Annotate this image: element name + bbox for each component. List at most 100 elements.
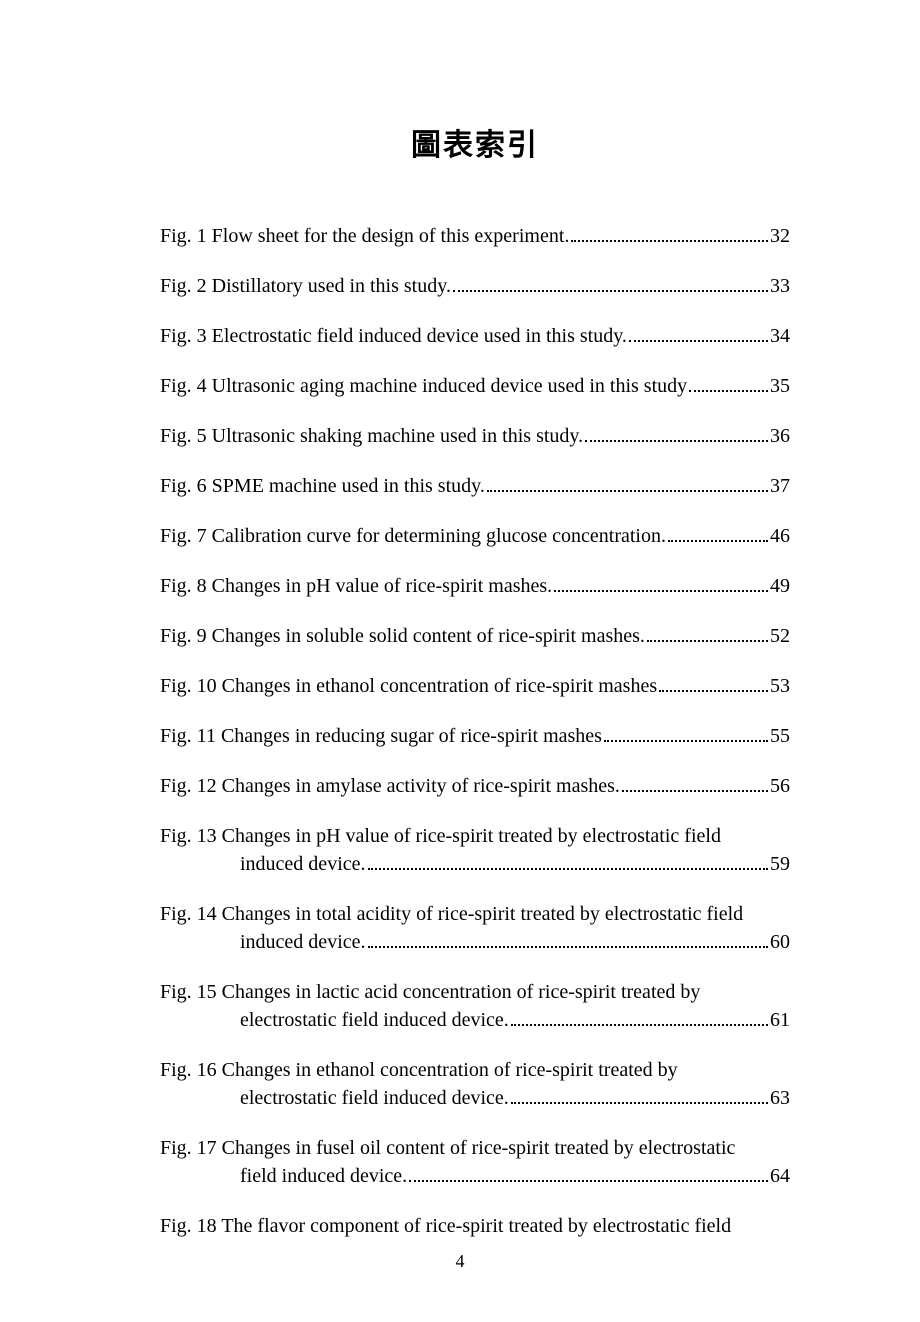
toc-page: 37 xyxy=(770,472,790,500)
toc-text: Fig. 2 Distillatory used in this study. xyxy=(160,272,451,300)
toc-line: Fig. 9 Changes in soluble solid content … xyxy=(160,622,790,650)
toc-line: Fig. 16 Changes in ethanol concentration… xyxy=(160,1056,790,1084)
toc-text: Fig. 11 Changes in reducing sugar of ric… xyxy=(160,722,602,750)
toc-text: Fig. 3 Electrostatic field induced devic… xyxy=(160,322,627,350)
toc-line: induced device. 59 xyxy=(160,850,790,878)
page: 圖表索引 Fig. 1 Flow sheet for the design of… xyxy=(0,0,920,1322)
toc-page: 56 xyxy=(770,772,790,800)
dot-leader xyxy=(629,324,768,342)
toc-text: Fig. 18 The flavor component of rice-spi… xyxy=(160,1212,731,1240)
toc-page: 53 xyxy=(770,672,790,700)
toc-text: Fig. 9 Changes in soluble solid content … xyxy=(160,622,645,650)
dot-leader xyxy=(511,1008,768,1026)
toc-line: Fig. 6 SPME machine used in this study. 3… xyxy=(160,472,790,500)
toc-entry: Fig. 16 Changes in ethanol concentration… xyxy=(160,1056,790,1112)
dot-leader xyxy=(368,930,769,948)
toc-text: electrostatic field induced device. xyxy=(240,1006,509,1034)
toc-entry: Fig. 5 Ultrasonic shaking machine used i… xyxy=(160,422,790,450)
toc-text: Fig. 17 Changes in fusel oil content of … xyxy=(160,1134,735,1162)
toc-entry: Fig. 2 Distillatory used in this study. 3… xyxy=(160,272,790,300)
toc-page: 55 xyxy=(770,722,790,750)
toc-text: Fig. 12 Changes in amylase activity of r… xyxy=(160,772,620,800)
toc-page: 36 xyxy=(770,422,790,450)
toc-entry: Fig. 3 Electrostatic field induced devic… xyxy=(160,322,790,350)
dot-leader xyxy=(659,674,768,692)
toc-page: 32 xyxy=(770,222,790,250)
toc-page: 64 xyxy=(770,1162,790,1190)
toc-line: Fig. 12 Changes in amylase activity of r… xyxy=(160,772,790,800)
toc-page: 33 xyxy=(770,272,790,300)
toc-text: Fig. 1 Flow sheet for the design of this… xyxy=(160,222,569,250)
dot-leader xyxy=(511,1086,768,1104)
dot-leader xyxy=(668,524,768,542)
toc-entry: Fig. 12 Changes in amylase activity of r… xyxy=(160,772,790,800)
toc-line: electrostatic field induced device. 61 xyxy=(160,1006,790,1034)
toc-entry: Fig. 1 Flow sheet for the design of this… xyxy=(160,222,790,250)
toc-text: induced device. xyxy=(240,928,366,956)
toc-entry: Fig. 17 Changes in fusel oil content of … xyxy=(160,1134,790,1190)
toc-line: induced device. 60 xyxy=(160,928,790,956)
toc-text: Fig. 13 Changes in pH value of rice-spir… xyxy=(160,822,721,850)
toc-page: 60 xyxy=(770,928,790,956)
toc-text: electrostatic field induced device. xyxy=(240,1084,509,1112)
toc-text: Fig. 15 Changes in lactic acid concentra… xyxy=(160,978,700,1006)
dot-leader xyxy=(453,274,768,292)
toc-line: Fig. 7 Calibration curve for determining… xyxy=(160,522,790,550)
toc-text: Fig. 8 Changes in pH value of rice-spiri… xyxy=(160,572,552,600)
toc-text: field induced device. xyxy=(240,1162,407,1190)
dot-leader xyxy=(604,724,768,742)
toc-line: Fig. 2 Distillatory used in this study. 3… xyxy=(160,272,790,300)
toc-entry: Fig. 8 Changes in pH value of rice-spiri… xyxy=(160,572,790,600)
toc-text: Fig. 16 Changes in ethanol concentration… xyxy=(160,1056,678,1084)
toc-line: Fig. 5 Ultrasonic shaking machine used i… xyxy=(160,422,790,450)
dot-leader xyxy=(487,474,768,492)
toc-page: 63 xyxy=(770,1084,790,1112)
toc-line: Fig. 13 Changes in pH value of rice-spir… xyxy=(160,822,790,850)
toc-page: 61 xyxy=(770,1006,790,1034)
toc-page: 46 xyxy=(770,522,790,550)
list-of-figures: Fig. 1 Flow sheet for the design of this… xyxy=(160,222,790,1240)
toc-page: 59 xyxy=(770,850,790,878)
page-title: 圖表索引 xyxy=(160,120,790,164)
dot-leader xyxy=(368,852,769,870)
dot-leader xyxy=(571,224,768,242)
toc-text: Fig. 10 Changes in ethanol concentration… xyxy=(160,672,657,700)
toc-line: Fig. 10 Changes in ethanol concentration… xyxy=(160,672,790,700)
toc-entry: Fig. 14 Changes in total acidity of rice… xyxy=(160,900,790,956)
toc-entry: Fig. 11 Changes in reducing sugar of ric… xyxy=(160,722,790,750)
toc-entry: Fig. 9 Changes in soluble solid content … xyxy=(160,622,790,650)
toc-page: 52 xyxy=(770,622,790,650)
toc-page: 35 xyxy=(770,372,790,400)
toc-line: Fig. 1 Flow sheet for the design of this… xyxy=(160,222,790,250)
toc-text: Fig. 6 SPME machine used in this study. xyxy=(160,472,485,500)
toc-page: 49 xyxy=(770,572,790,600)
toc-entry: Fig. 10 Changes in ethanol concentration… xyxy=(160,672,790,700)
toc-line: Fig. 15 Changes in lactic acid concentra… xyxy=(160,978,790,1006)
dot-leader xyxy=(409,1164,768,1182)
toc-entry: Fig. 13 Changes in pH value of rice-spir… xyxy=(160,822,790,878)
toc-line: Fig. 17 Changes in fusel oil content of … xyxy=(160,1134,790,1162)
dot-leader xyxy=(554,574,768,592)
page-number: 4 xyxy=(0,1251,920,1272)
toc-entry: Fig. 7 Calibration curve for determining… xyxy=(160,522,790,550)
toc-line: field induced device. 64 xyxy=(160,1162,790,1190)
toc-line: Fig. 3 Electrostatic field induced devic… xyxy=(160,322,790,350)
toc-text: Fig. 14 Changes in total acidity of rice… xyxy=(160,900,743,928)
toc-page: 34 xyxy=(770,322,790,350)
toc-line: Fig. 14 Changes in total acidity of rice… xyxy=(160,900,790,928)
dot-leader xyxy=(585,424,768,442)
toc-text: Fig. 5 Ultrasonic shaking machine used i… xyxy=(160,422,583,450)
dot-leader xyxy=(622,774,768,792)
toc-line: electrostatic field induced device. 63 xyxy=(160,1084,790,1112)
toc-line: Fig. 8 Changes in pH value of rice-spiri… xyxy=(160,572,790,600)
toc-text: Fig. 7 Calibration curve for determining… xyxy=(160,522,666,550)
dot-leader xyxy=(647,624,768,642)
toc-line: Fig. 11 Changes in reducing sugar of ric… xyxy=(160,722,790,750)
toc-entry: Fig. 15 Changes in lactic acid concentra… xyxy=(160,978,790,1034)
dot-leader xyxy=(689,374,768,392)
toc-line: Fig. 18 The flavor component of rice-spi… xyxy=(160,1212,790,1240)
toc-text: induced device. xyxy=(240,850,366,878)
toc-entry: Fig. 4 Ultrasonic aging machine induced … xyxy=(160,372,790,400)
toc-entry: Fig. 6 SPME machine used in this study. 3… xyxy=(160,472,790,500)
toc-line: Fig. 4 Ultrasonic aging machine induced … xyxy=(160,372,790,400)
